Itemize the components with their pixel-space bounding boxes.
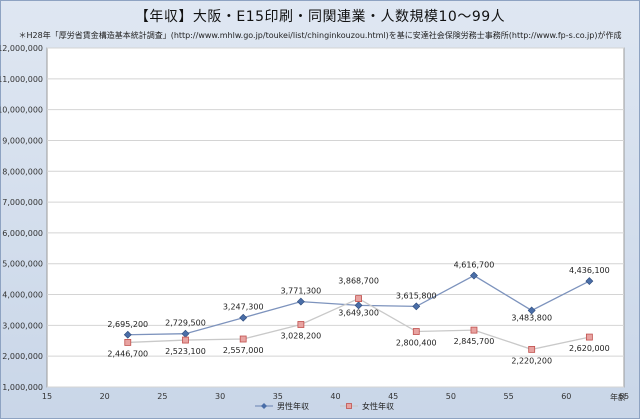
- male-data-label: 4,436,100: [569, 266, 610, 275]
- x-tick-label: 35: [273, 392, 283, 401]
- male-data-label: 2,695,200: [107, 320, 148, 329]
- female-data-label: 2,800,400: [396, 339, 437, 348]
- x-tick-label: 30: [215, 392, 225, 401]
- female-point: [239, 335, 247, 343]
- x-axis-ticks: 15 20 25 30 35 40 45 50 55 60 65: [42, 392, 629, 401]
- y-tick-label: 2,000,000: [2, 352, 43, 361]
- female-data-label: 2,446,700: [107, 349, 148, 358]
- y-tick-label: 3,000,000: [2, 321, 43, 330]
- legend-label: 男性年収: [277, 401, 309, 411]
- y-tick-label: 8,000,000: [2, 167, 43, 176]
- x-tick-label: 20: [100, 392, 110, 401]
- x-axis-label: 年齢: [610, 392, 626, 402]
- legend-label: 女性年収: [362, 401, 394, 411]
- y-axis-ticks: 1,000,000 2,000,000 3,000,000 4,000,000 5,00…: [0, 44, 43, 392]
- y-tick-label: 5,000,000: [2, 260, 43, 269]
- y-tick-label: 7,000,000: [2, 198, 43, 207]
- male-data-label: 3,649,300: [338, 308, 379, 317]
- male-data-label: 3,483,800: [511, 313, 552, 322]
- male-data-label: 4,616,700: [454, 261, 495, 270]
- male-data-label: 3,615,800: [396, 291, 437, 300]
- male-data-label: 3,247,300: [223, 303, 264, 312]
- male-data-label: 2,729,500: [165, 319, 206, 328]
- female-point: [585, 333, 593, 341]
- female-point: [182, 336, 189, 344]
- male-point: [470, 271, 478, 280]
- x-tick-label: 50: [446, 392, 456, 401]
- grid-lines: [47, 47, 624, 388]
- female-data-label: 3,868,700: [338, 277, 379, 286]
- male-point: [354, 301, 363, 310]
- legend: 男性年収 女性年収: [255, 401, 394, 411]
- x-tick-label: 40: [330, 392, 340, 401]
- male-point: [296, 297, 305, 306]
- female-data-label: 2,845,700: [454, 337, 495, 346]
- female-point: [412, 328, 420, 335]
- x-tick-label: 60: [561, 392, 571, 401]
- female-point: [297, 321, 305, 328]
- female-data-label: 2,523,100: [165, 347, 206, 356]
- female-point: [470, 326, 478, 334]
- x-tick-label: 65: [619, 392, 629, 401]
- data-labels: 2,695,200 2,729,500 3,247,300 3,771,300 3,64…: [107, 261, 609, 366]
- male-point: [239, 313, 248, 322]
- female-data-label: 2,557,000: [223, 346, 264, 355]
- female-point: [124, 339, 132, 346]
- y-tick-label: 6,000,000: [2, 229, 43, 238]
- plot-area: [46, 47, 625, 388]
- female-data-label: 2,620,000: [569, 344, 610, 353]
- chart-title: 【年収】大阪・E15印刷・同関連業・人数規模10～99人: [134, 9, 506, 25]
- male-point: [123, 330, 132, 339]
- female-point: [355, 295, 362, 302]
- x-tick-label: 55: [504, 392, 514, 401]
- y-tick-label: 4,000,000: [2, 291, 43, 300]
- series-group: [123, 271, 594, 353]
- female-data-label: 2,220,200: [511, 356, 552, 365]
- male-point: [585, 277, 594, 286]
- male-point: [412, 302, 421, 311]
- y-tick-label: 10,000,000: [0, 106, 43, 115]
- female-point: [528, 345, 536, 353]
- y-tick-label: 9,000,000: [2, 136, 43, 145]
- x-tick-label: 15: [42, 392, 52, 401]
- x-tick-label: 25: [157, 392, 167, 401]
- male-point: [527, 306, 536, 315]
- female-data-label: 3,028,200: [281, 331, 322, 340]
- x-tick-label: 45: [388, 392, 398, 401]
- chart-subtitle: ＊H28年「厚労省賃金構造基本統計調査」(http://www.mhlw.go.…: [18, 31, 622, 40]
- y-tick-label: 11,000,000: [0, 75, 43, 84]
- legend-male-marker: [261, 403, 267, 409]
- male-data-label: 3,771,300: [281, 287, 322, 296]
- y-tick-label: 12,000,000: [0, 44, 43, 53]
- y-tick-label: 1,000,000: [2, 383, 43, 392]
- legend-female-marker: [346, 403, 352, 409]
